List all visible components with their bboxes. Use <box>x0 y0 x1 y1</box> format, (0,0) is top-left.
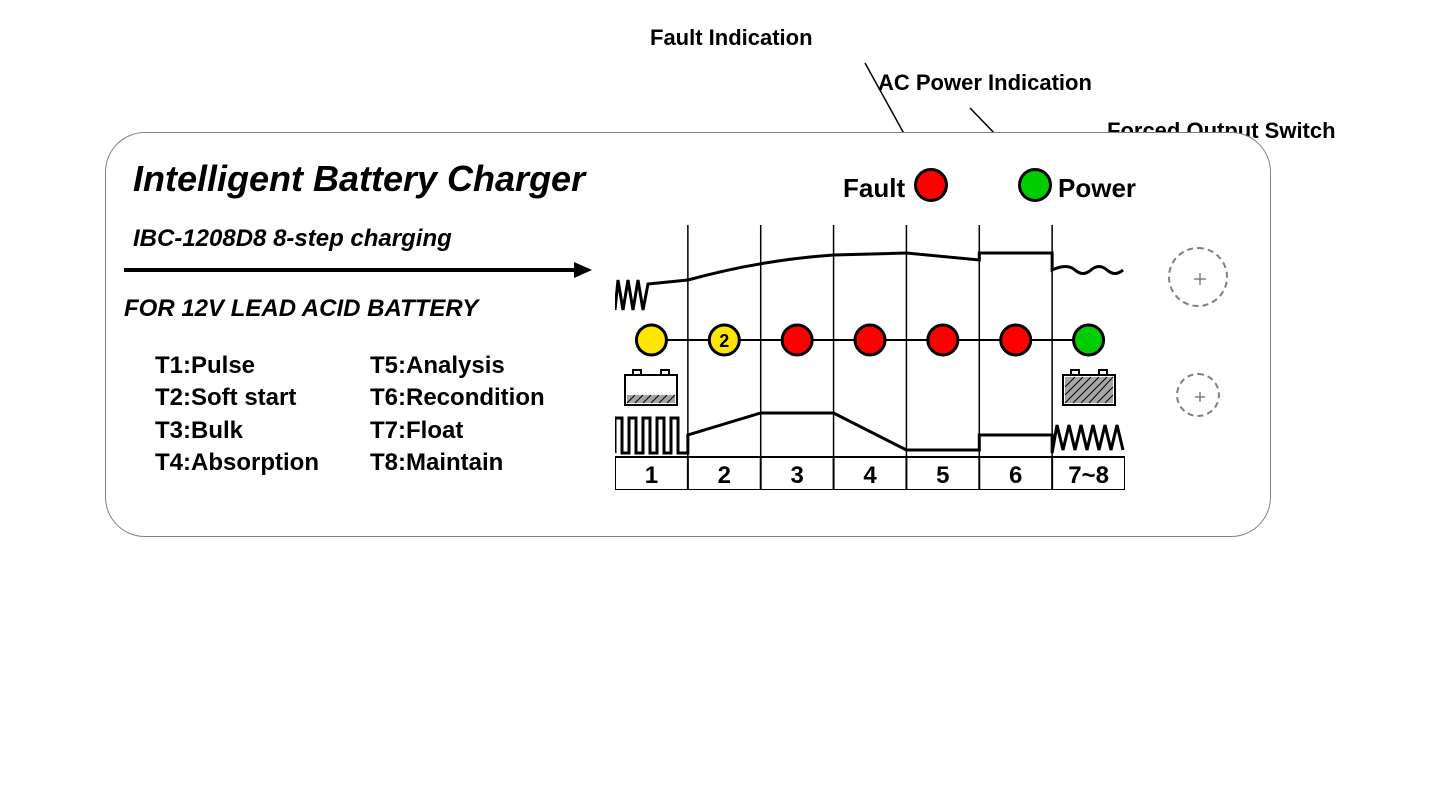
step-t1: T1:Pulse <box>155 350 319 382</box>
forced-output-switch-top[interactable] <box>1168 247 1228 307</box>
svg-text:7~8: 7~8 <box>1068 462 1109 489</box>
step-t6: T6:Recondition <box>370 382 545 414</box>
step-t5: T5:Analysis <box>370 350 545 382</box>
charging-chart: 2 1 2 3 4 <box>615 225 1125 490</box>
forced-output-switch-bottom[interactable] <box>1176 373 1220 417</box>
step-t2: T2:Soft start <box>155 382 319 414</box>
svg-text:5: 5 <box>936 462 949 489</box>
step-t8: T8:Maintain <box>370 447 545 479</box>
svg-text:6: 6 <box>1009 462 1022 489</box>
svg-text:1: 1 <box>645 462 658 489</box>
svg-text:3: 3 <box>790 462 803 489</box>
fault-led <box>914 168 948 202</box>
battery-full-icon <box>1063 370 1115 405</box>
step-t7: T7:Float <box>370 415 545 447</box>
power-led <box>1018 168 1052 202</box>
svg-text:2: 2 <box>718 462 731 489</box>
svg-text:4: 4 <box>863 462 877 489</box>
step-t3: T3:Bulk <box>155 415 319 447</box>
battery-empty-icon <box>625 370 677 405</box>
power-led-label: Power <box>1058 173 1136 204</box>
fault-led-label: Fault <box>843 173 905 204</box>
panel-subtitle-battery: FOR 12V LEAD ACID BATTERY <box>124 295 478 323</box>
steps-col-1: T1:Pulse T2:Soft start T3:Bulk T4:Absorp… <box>155 350 319 480</box>
led-number: 2 <box>719 331 729 351</box>
step-t4: T4:Absorption <box>155 447 319 479</box>
steps-col-2: T5:Analysis T6:Recondition T7:Float T8:M… <box>370 350 545 480</box>
